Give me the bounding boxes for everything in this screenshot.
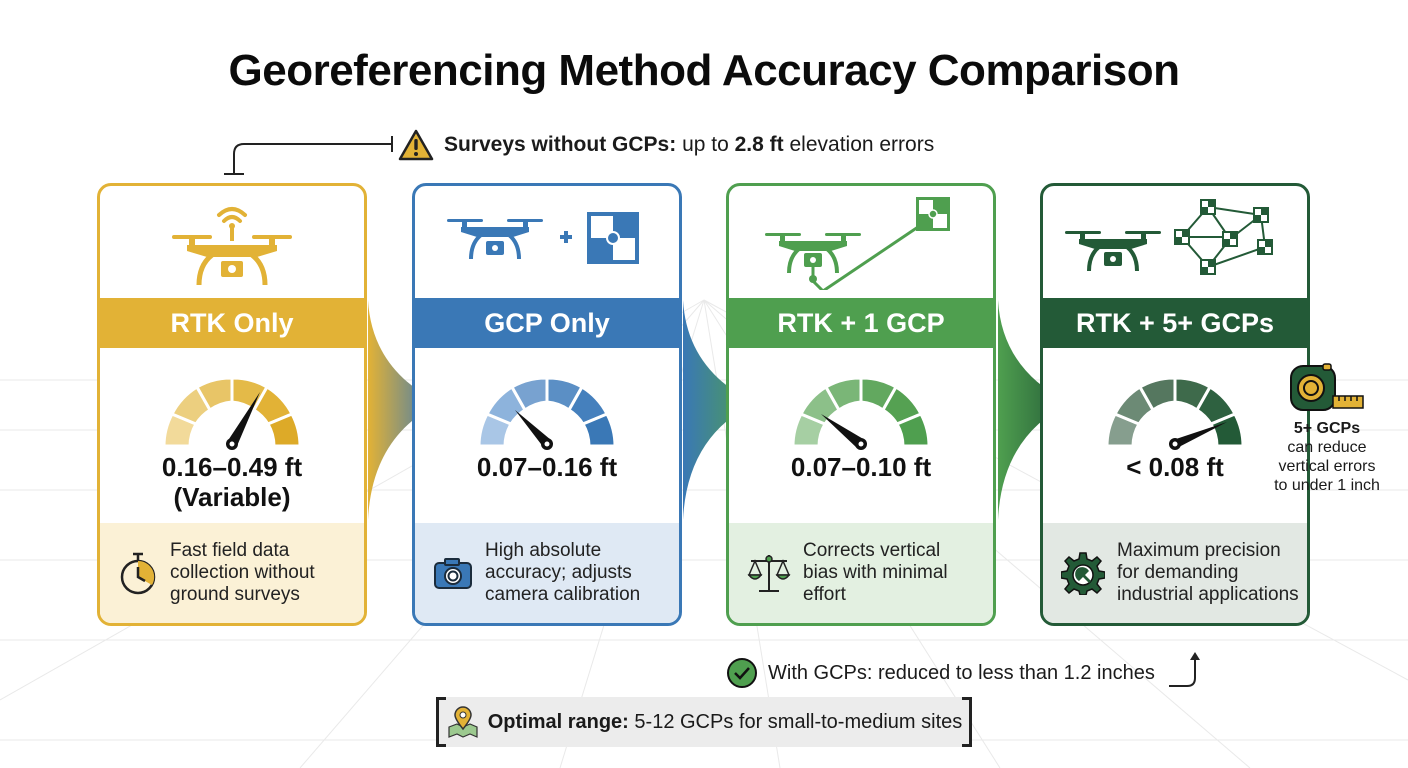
gear-wrench-icon [1061,552,1105,595]
accuracy-range: < 0.08 ft [1126,452,1224,482]
drone-wifi-icon [172,207,292,286]
card-benefit: Corrects vertical bias with minimal effo… [729,523,993,623]
accuracy-note: (Variable) [173,482,291,512]
card-title-band: RTK + 1 GCP [729,298,993,348]
warning-text-post: elevation errors [789,133,935,156]
side-note-line: can reduce [1287,439,1367,456]
gauge-icon [791,376,931,450]
card-benefit: High absolute accuracy; adjusts camera c… [415,523,679,623]
card-title-band: RTK Only [100,298,364,348]
side-note: 5+ GCPs can reduce vertical errors to un… [1262,362,1392,495]
benefit-line: Fast field data [170,540,290,561]
side-note-title: 5+ GCPs [1293,420,1361,437]
benefit-line: collection without [170,562,315,583]
accuracy-value: 0.16–0.49 ft (Variable) [100,452,364,512]
accuracy-value: 0.07–0.10 ft [729,452,993,482]
gcp-reduction-text: With GCPs: reduced to less than 1.2 inch… [768,661,1155,684]
flow-arrow-3 [998,300,1070,520]
card-title-band: RTK + 5+ GCPs [1043,298,1307,348]
benefit-line: High absolute [485,540,602,561]
bracket-right [962,697,972,747]
card-benefit: Maximum precision for demanding industri… [1043,523,1307,623]
connector-arrow-icon [1168,652,1200,687]
benefit-line: Corrects vertical [803,540,941,561]
benefit-line: for demanding [1117,562,1239,583]
page-title: Georeferencing Method Accuracy Compariso… [228,46,1180,95]
optimal-range-callout: Optimal range: 5-12 GCPs for small-to-me… [436,697,972,747]
benefit-line: accuracy; adjusts [485,562,632,583]
card-title-band: GCP Only [415,298,679,348]
stopwatch-icon [120,552,156,595]
warning-text-pre: up to [682,133,729,156]
side-note-line: to under 1 inch [1274,477,1380,494]
warning-triangle-icon [398,129,434,161]
tape-measure-icon [1290,363,1364,411]
benefit-line: ground surveys [170,584,300,605]
gauge-icon [162,376,302,450]
benefit-line: Maximum precision [1117,540,1281,561]
accuracy-range: 0.07–0.10 ft [790,452,932,482]
benefit-line: industrial applications [1117,584,1299,605]
gcp-reduction-note: With GCPs: reduced to less than 1.2 inch… [726,650,1205,696]
card-gcp-only: GCP Only 0.07–0.16 ft High absolut [412,183,682,626]
optimal-label: Optimal range: [487,710,629,733]
accuracy-value: 0.07–0.16 ft [415,452,679,482]
map-pin-icon [448,706,478,738]
bracket-left [436,697,446,747]
optimal-text: 5-12 GCPs for small-to-medium sites [634,710,963,733]
card-rtk-1-gcp: RTK + 1 GCP 0.07–0.10 ft Corrects [726,183,996,626]
balance-scale-icon [747,555,791,592]
flow-arrow-2 [683,300,755,520]
check-circle-icon [727,658,757,688]
gauge-icon [477,376,617,450]
gauge-icon [1105,376,1245,450]
drone-linked-gcp-icon [765,196,950,290]
warning-callout: Surveys without GCPs: up to 2.8 ft eleva… [398,128,934,162]
drone-gcp-network-icon [1065,199,1273,275]
accuracy-range: 0.16–0.49 ft [161,452,303,482]
benefit-line: effort [803,584,846,605]
side-note-line: vertical errors [1278,458,1376,475]
warning-label: Surveys without GCPs: [444,133,677,156]
card-rtk-5-gcps: RTK + 5+ GCPs < 0.08 ft M [1040,183,1310,626]
warning-value: 2.8 ft [734,133,784,156]
warning-connector-line [224,136,393,175]
flow-arrow-1 [368,300,440,520]
card-benefit: Fast field data collection without groun… [100,523,364,623]
camera-icon [434,558,472,589]
card-rtk-only: RTK Only 0.16–0.49 ft (Variable) [97,183,367,626]
benefit-line: bias with minimal [803,562,948,583]
accuracy-range: 0.07–0.16 ft [476,452,618,482]
accuracy-value: < 0.08 ft [1043,452,1307,482]
benefit-line: camera calibration [485,584,641,605]
drone-plus-gcp-icon [447,212,639,264]
